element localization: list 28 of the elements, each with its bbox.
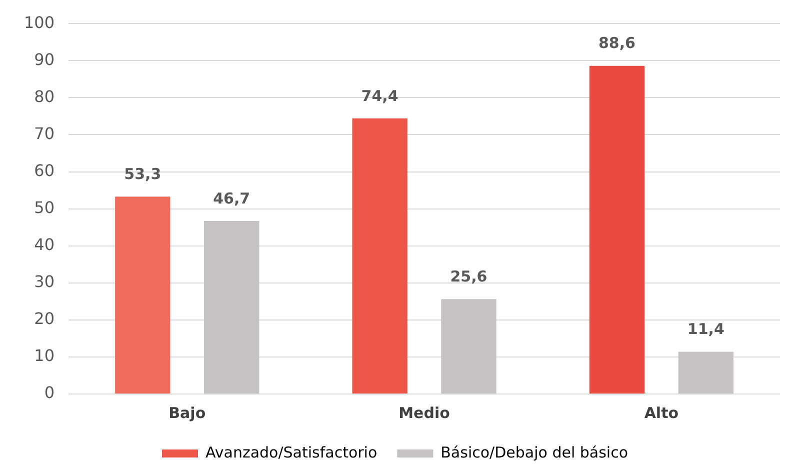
y-tick-label: 10 — [34, 346, 55, 366]
y-tick-label: 40 — [34, 234, 55, 254]
bar — [678, 352, 734, 394]
y-tick-label: 80 — [34, 86, 55, 106]
data-label: 11,4 — [687, 320, 724, 338]
legend-label: Avanzado/Satisfactorio — [206, 443, 378, 462]
bar — [589, 66, 645, 394]
y-tick-label: 20 — [34, 309, 55, 328]
bar — [204, 221, 260, 394]
bar — [352, 118, 408, 394]
y-tick-label: 100 — [24, 12, 55, 32]
data-label: 46,7 — [213, 189, 250, 208]
data-label: 88,6 — [598, 34, 636, 52]
y-tick-label: 0 — [44, 383, 55, 402]
x-tick-label: Alto — [644, 404, 679, 422]
data-label: 25,6 — [450, 268, 488, 286]
legend-label: Básico/Debajo del básico — [440, 443, 628, 462]
x-tick-label: Medio — [398, 404, 450, 422]
y-tick-label: 90 — [34, 50, 55, 69]
data-label: 53,3 — [124, 164, 162, 183]
bar — [441, 299, 496, 394]
x-tick-label: Bajo — [168, 404, 206, 422]
data-label: 74,4 — [361, 86, 398, 105]
y-tick-label: 60 — [34, 160, 55, 180]
y-tick-label: 30 — [34, 272, 55, 292]
y-tick-label: 70 — [34, 124, 55, 143]
bar — [115, 196, 170, 394]
y-tick-label: 50 — [34, 198, 55, 217]
